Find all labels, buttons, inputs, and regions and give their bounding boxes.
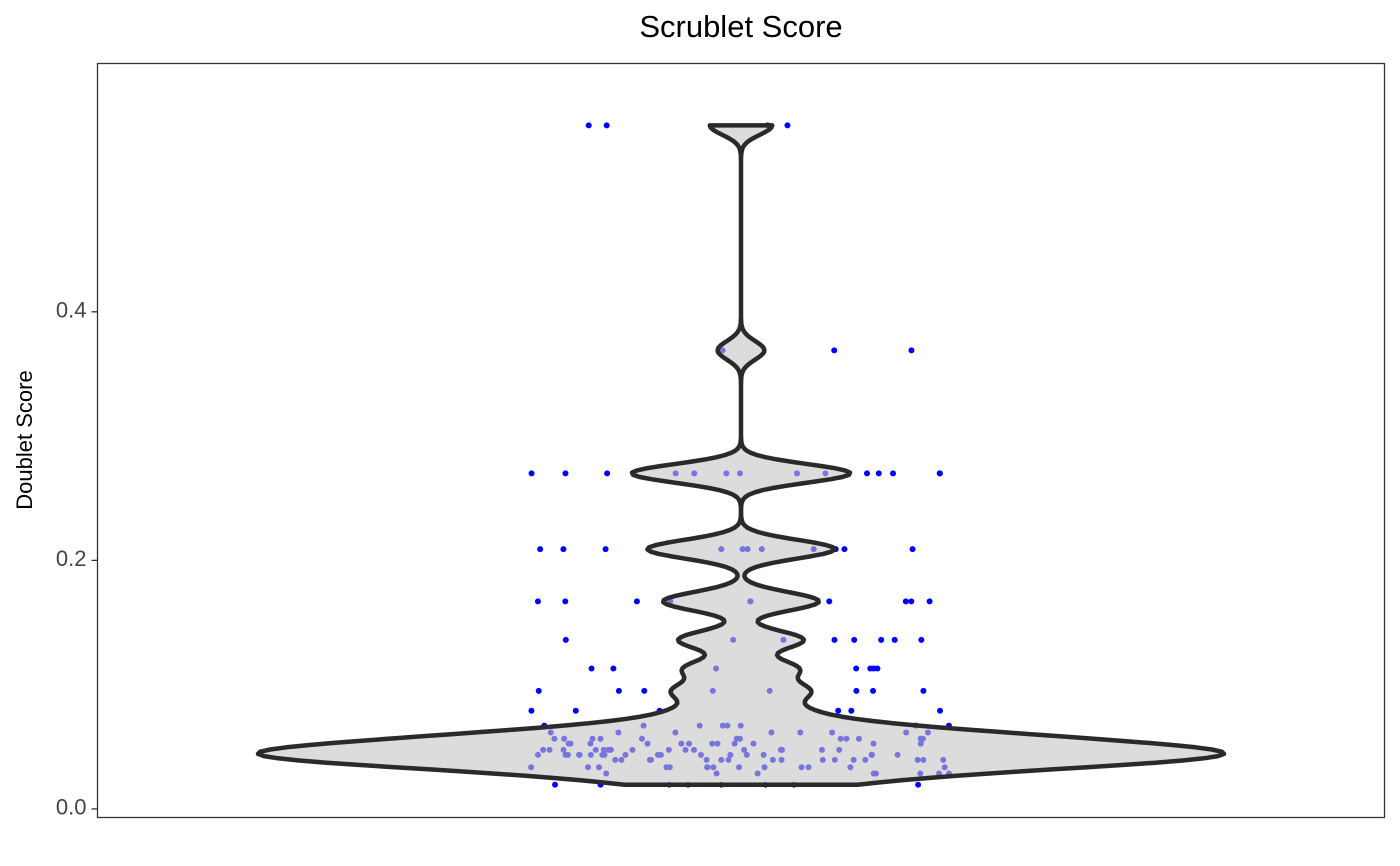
point bbox=[641, 687, 648, 694]
point bbox=[831, 347, 838, 354]
point bbox=[562, 598, 569, 605]
point bbox=[537, 546, 544, 553]
point bbox=[528, 470, 535, 477]
point bbox=[864, 470, 871, 477]
point bbox=[936, 470, 943, 477]
point bbox=[848, 707, 855, 714]
point bbox=[918, 636, 925, 643]
point bbox=[633, 598, 640, 605]
point bbox=[920, 687, 927, 694]
y-tick-label: 0.4 bbox=[56, 298, 87, 323]
point bbox=[552, 781, 559, 788]
violin-layer bbox=[255, 123, 1227, 787]
point bbox=[572, 707, 579, 714]
point bbox=[867, 665, 874, 672]
point bbox=[528, 707, 535, 714]
y-tick-label: 0.0 bbox=[56, 795, 87, 820]
point bbox=[853, 687, 860, 694]
y-tick-label: 0.2 bbox=[56, 546, 87, 571]
violin bbox=[255, 123, 1227, 787]
point bbox=[784, 122, 791, 129]
point bbox=[853, 665, 860, 672]
point bbox=[615, 687, 622, 694]
point bbox=[535, 687, 542, 694]
point bbox=[902, 598, 909, 605]
point bbox=[909, 546, 916, 553]
point bbox=[588, 665, 595, 672]
point bbox=[602, 546, 609, 553]
point bbox=[562, 636, 569, 643]
point bbox=[851, 636, 858, 643]
point bbox=[870, 687, 877, 694]
chart-title: Scrublet Score bbox=[639, 9, 842, 44]
point bbox=[908, 598, 915, 605]
point bbox=[891, 636, 898, 643]
point bbox=[915, 781, 922, 788]
point bbox=[874, 665, 881, 672]
point bbox=[890, 470, 897, 477]
point bbox=[878, 636, 885, 643]
point bbox=[562, 470, 569, 477]
point bbox=[908, 347, 915, 354]
point bbox=[603, 122, 610, 129]
point bbox=[560, 546, 567, 553]
point bbox=[604, 470, 611, 477]
point bbox=[875, 470, 882, 477]
point bbox=[841, 546, 848, 553]
point bbox=[534, 598, 541, 605]
point bbox=[926, 598, 933, 605]
point bbox=[937, 707, 944, 714]
plot-frame bbox=[96, 62, 1386, 819]
point bbox=[831, 636, 838, 643]
point bbox=[585, 122, 592, 129]
point bbox=[835, 707, 842, 714]
y-axis-label: Doublet Score bbox=[12, 370, 37, 509]
point bbox=[826, 598, 833, 605]
point bbox=[610, 665, 617, 672]
